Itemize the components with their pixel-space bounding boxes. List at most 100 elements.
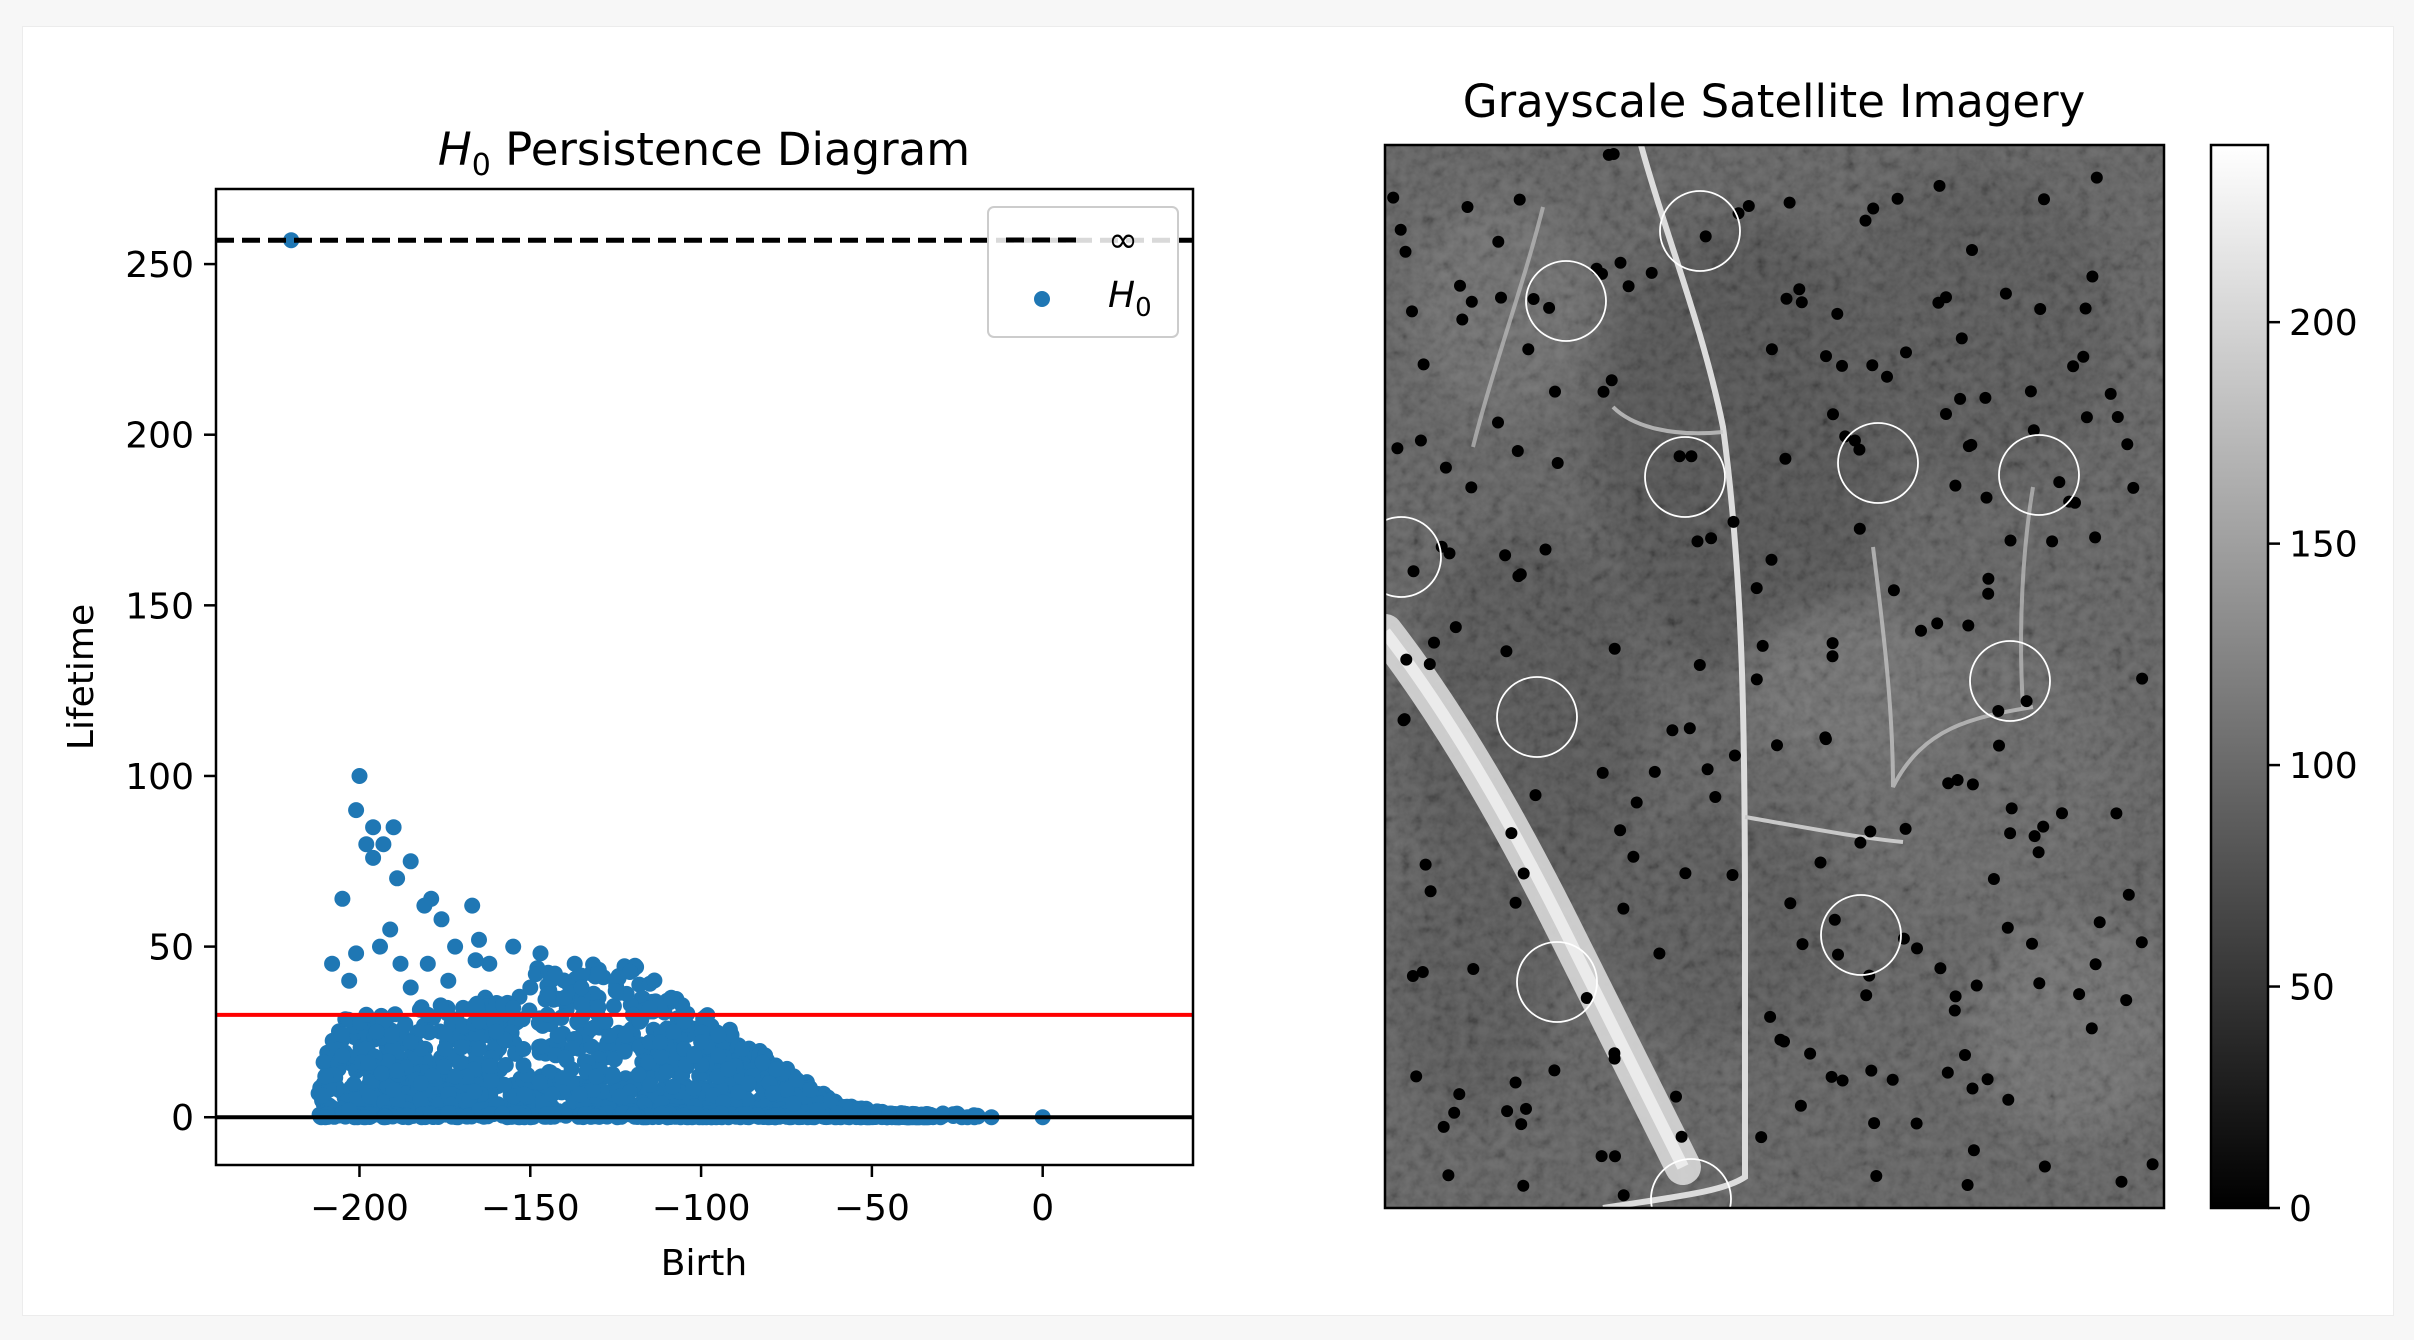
detected-dot (1750, 673, 1763, 686)
detected-dot (1825, 1070, 1838, 1083)
h0-point (388, 1062, 405, 1079)
h0-point (663, 989, 680, 1006)
detected-dot (1670, 1090, 1682, 1103)
detected-dot (1520, 1102, 1532, 1115)
h0-point (333, 1026, 350, 1043)
h0-point (437, 1026, 454, 1043)
detected-dot (1887, 584, 1900, 597)
detected-dot (1826, 637, 1839, 650)
h0-point (676, 1013, 692, 1030)
detected-dot (1513, 193, 1526, 206)
detected-dot (1709, 791, 1722, 803)
h0-point (385, 819, 402, 836)
h0-point (471, 931, 487, 948)
detected-dot (2056, 807, 2068, 820)
h0-point (471, 1013, 487, 1030)
detected-dot (2111, 411, 2124, 423)
h0-point (468, 997, 485, 1014)
detected-dot (1419, 858, 1432, 871)
detected-dot (1827, 408, 1839, 421)
detected-dot (1796, 938, 1809, 951)
h0-point (693, 1034, 710, 1051)
h0-point (314, 1087, 331, 1104)
detected-dot (2020, 695, 2033, 708)
y-tick-label: 200 (125, 416, 194, 457)
detected-dot (1949, 479, 1962, 492)
h0-point (483, 1072, 500, 1089)
detected-dot (1853, 443, 1866, 456)
detected-dot (1614, 824, 1627, 837)
y-axis-label: Lifetime (61, 604, 102, 750)
detected-dot (1461, 201, 1474, 213)
detected-dot (1915, 624, 1927, 637)
h0-point (351, 768, 368, 784)
h0-point (481, 955, 498, 972)
detected-dot (1407, 565, 1420, 578)
detected-dot (1653, 947, 1666, 960)
detected-dot (2089, 958, 2102, 971)
detected-dot (1505, 827, 1518, 840)
detected-dot (1911, 942, 1923, 955)
detected-dot (1764, 1010, 1777, 1023)
h0-point (768, 1061, 785, 1078)
detected-dot (1683, 722, 1696, 735)
satellite-imagery: Grayscale Satellite Imagery (1360, 75, 2358, 1240)
detected-dot (2067, 360, 2080, 373)
detected-dot (2038, 1160, 2051, 1173)
detected-dot (1959, 1049, 1971, 1061)
h0-point (283, 232, 300, 249)
detected-dot (1795, 296, 1808, 309)
h0-point (375, 836, 392, 853)
h0-point (424, 1067, 441, 1084)
marked-circle (1969, 640, 2051, 722)
h0-point (436, 1041, 453, 1057)
detected-dot (1602, 148, 1615, 161)
colorbar-tick-label: 100 (2289, 746, 2358, 787)
detected-dot (1679, 867, 1692, 880)
h0-point (447, 1068, 464, 1085)
detected-dot (2034, 303, 2047, 315)
detected-dot (1967, 1144, 1980, 1157)
detected-dot (1794, 1099, 1807, 1112)
detected-dot (1410, 1070, 1423, 1083)
h0-point (488, 1023, 505, 1040)
x-axis-label: Birth (661, 1243, 747, 1284)
marked-circles (1360, 190, 2080, 1240)
detected-dot (1949, 990, 1962, 1003)
detected-dot (1765, 343, 1778, 356)
detected-dot (1899, 822, 1912, 835)
detected-dot (1595, 1150, 1608, 1163)
h0-point (372, 938, 388, 955)
h0-point (556, 989, 573, 1006)
h0-point (453, 1039, 470, 1056)
h0-point (652, 1034, 669, 1051)
y-tick-label: 150 (125, 586, 194, 627)
detected-dot (1965, 438, 1978, 451)
marked-circle (1360, 516, 1442, 598)
h0-point (505, 938, 522, 955)
h0-point (516, 1086, 533, 1103)
detected-dot (1627, 850, 1640, 863)
h0-point (754, 1054, 771, 1071)
detected-dot (1437, 1120, 1450, 1133)
h0-point (361, 1088, 378, 1105)
h0-point (458, 1068, 475, 1085)
image-title: Grayscale Satellite Imagery (1463, 75, 2086, 128)
detected-dot (1954, 392, 1967, 405)
x-tick-label: 0 (1031, 1188, 1054, 1229)
detected-dot (2032, 846, 2045, 859)
h0-point (365, 849, 382, 866)
detected-dot (1453, 1088, 1466, 1101)
detected-dot (2136, 672, 2149, 685)
h0-point (785, 1095, 802, 1112)
detected-dot (1499, 549, 1512, 562)
h0-point (646, 972, 663, 989)
h0-point (358, 836, 375, 853)
marked-circle (1837, 422, 1919, 504)
detected-dot (2026, 937, 2038, 950)
detected-dot (1543, 301, 1556, 314)
detected-dot (1726, 869, 1739, 881)
h0-point (566, 955, 583, 972)
h0-points (283, 232, 1051, 1126)
detected-dot (1391, 442, 1404, 455)
